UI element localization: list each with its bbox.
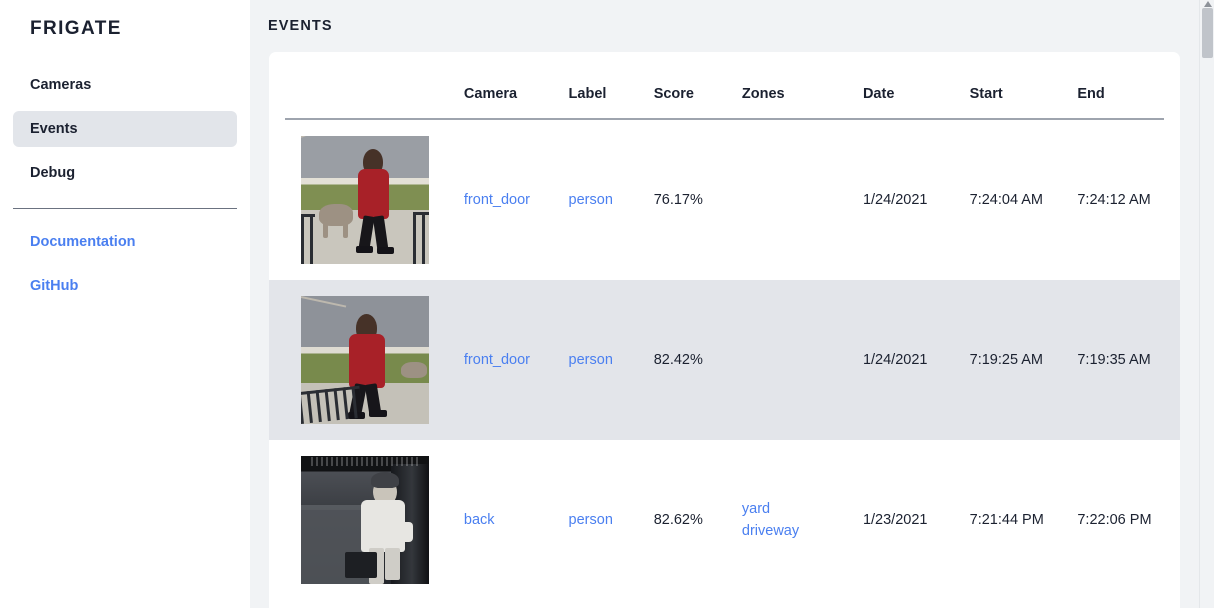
event-score-cell: 76.17% <box>653 192 703 208</box>
column-header-zones[interactable]: Zones <box>741 86 785 102</box>
table-header-row: Camera Label Score Zones Date Start End <box>269 52 1180 118</box>
sidebar-item-debug[interactable]: Debug <box>30 164 76 181</box>
event-zone-link[interactable]: yard <box>741 500 771 517</box>
event-camera-link[interactable]: back <box>463 512 495 528</box>
column-header-thumbnail[interactable] <box>269 52 464 118</box>
event-end-cell: 7:22:06 PM <box>1077 512 1152 528</box>
table-header-rule <box>269 118 1180 120</box>
event-camera-link[interactable]: front_door <box>463 192 531 208</box>
railing-right <box>413 212 429 264</box>
person-head <box>363 149 383 175</box>
person-white-shirt <box>361 500 405 552</box>
event-end-cell: 7:24:12 AM <box>1077 192 1151 208</box>
events-table: Camera Label Score Zones Date Start End <box>269 52 1180 600</box>
dog-leg <box>323 220 328 238</box>
sidebar-link-documentation[interactable]: Documentation <box>30 233 136 250</box>
sidebar-divider <box>13 207 237 209</box>
camera-timestamp-overlay <box>311 457 419 466</box>
event-camera-cell: front_door <box>464 120 569 280</box>
event-end-cell: 7:19:35 AM <box>1077 352 1151 368</box>
person-shoe <box>377 247 394 254</box>
event-zones-cell: yard driveway <box>742 440 863 600</box>
page-title: EVENTS <box>268 18 333 34</box>
events-table-body: front_door person 76.17% 1/24/2021 7:24:… <box>269 120 1180 600</box>
column-header-score[interactable]: Score <box>653 86 694 102</box>
events-card: Camera Label Score Zones Date Start End <box>269 52 1180 608</box>
event-camera-link[interactable]: front_door <box>463 352 531 368</box>
scrollbar-thumb[interactable] <box>1202 8 1213 58</box>
vertical-scrollbar[interactable] <box>1199 0 1214 608</box>
event-date-cell: 1/23/2021 <box>862 512 928 528</box>
column-header-camera[interactable]: Camera <box>463 86 518 102</box>
table-row[interactable]: front_door person 82.42% 1/24/2021 7:19:… <box>269 280 1180 440</box>
railing-left <box>301 214 315 264</box>
event-date-cell: 1/24/2021 <box>862 352 928 368</box>
event-thumbnail-cell[interactable] <box>269 280 464 440</box>
column-header-date[interactable]: Date <box>862 86 895 102</box>
event-start-cell: 7:19:25 AM <box>969 352 1043 368</box>
event-thumbnail[interactable] <box>301 456 429 584</box>
event-zones-cell <box>742 120 863 280</box>
table-row[interactable]: front_door person 76.17% 1/24/2021 7:24:… <box>269 120 1180 280</box>
event-label-cell: person <box>569 280 654 440</box>
sidebar-item-cameras[interactable]: Cameras <box>30 76 92 93</box>
sidebar: FRIGATE Cameras Events Debug Documentati… <box>0 0 250 608</box>
brand-logo: FRIGATE <box>30 18 122 39</box>
scroll-up-arrow-icon[interactable] <box>1204 1 1212 7</box>
table-row[interactable]: back person 82.62% yard driveway 1/23/20… <box>269 440 1180 600</box>
event-thumbnail-cell[interactable] <box>269 440 464 600</box>
railing-left <box>301 385 363 424</box>
event-label-link[interactable]: person <box>568 352 613 368</box>
person-arm <box>399 522 413 542</box>
dog-figure <box>401 362 427 378</box>
sidebar-nav: Cameras Events Debug Documentation GitHu… <box>13 67 237 301</box>
event-score-cell: 82.62% <box>653 512 703 528</box>
person-leg <box>385 548 400 580</box>
event-date-cell: 1/24/2021 <box>862 192 928 208</box>
event-zone-link[interactable]: driveway <box>741 523 800 539</box>
events-table-head: Camera Label Score Zones Date Start End <box>269 52 1180 120</box>
event-thumbnail[interactable] <box>301 296 429 424</box>
event-camera-cell: back <box>464 440 569 600</box>
event-thumbnail[interactable] <box>301 136 429 264</box>
event-label-link[interactable]: person <box>568 512 613 528</box>
person-shoe <box>356 246 373 253</box>
sidebar-item-events[interactable]: Events <box>13 110 237 147</box>
event-start-cell: 7:24:04 AM <box>969 192 1043 208</box>
event-zones-cell <box>742 280 863 440</box>
event-label-cell: person <box>569 440 654 600</box>
person-red-coat <box>358 169 389 219</box>
event-label-cell: person <box>569 120 654 280</box>
event-camera-cell: front_door <box>464 280 569 440</box>
column-header-start[interactable]: Start <box>969 86 1003 102</box>
person-red-coat <box>349 334 385 388</box>
column-header-label[interactable]: Label <box>568 86 607 102</box>
event-label-link[interactable]: person <box>568 192 613 208</box>
event-thumbnail-cell[interactable] <box>269 120 464 280</box>
event-score-cell: 82.42% <box>653 352 703 368</box>
dark-object <box>345 552 377 578</box>
column-header-end[interactable]: End <box>1077 86 1105 102</box>
person-hair <box>371 472 399 488</box>
person-shoe <box>369 410 387 417</box>
event-start-cell: 7:21:44 PM <box>969 512 1044 528</box>
dog-leg <box>343 220 348 238</box>
main-content: EVENTS Camera Label Score Zones Date <box>250 0 1214 608</box>
sidebar-link-github[interactable]: GitHub <box>30 277 79 294</box>
